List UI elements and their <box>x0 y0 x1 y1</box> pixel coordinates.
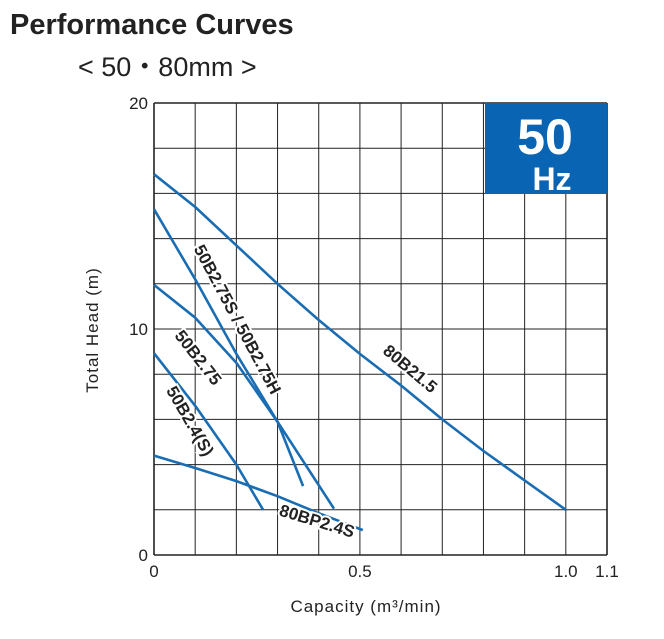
axis-ticks: 0 0.5 1.0 1.1 0 10 20 <box>129 94 619 581</box>
badge-background <box>485 103 607 194</box>
series-label-0: 80B21.5 <box>379 341 440 397</box>
series-label-2: 50B2.75 <box>171 327 226 389</box>
series-line-4 <box>153 454 364 532</box>
page-title: Performance Curves <box>10 9 294 41</box>
series-label-3: 50B2.4(S) <box>162 383 217 460</box>
x-tick-label: 0 <box>149 562 158 581</box>
x-tick-label: 1.1 <box>595 562 619 581</box>
frequency-badge: 50 Hz <box>485 103 607 197</box>
y-axis-label: Total Head (m) <box>83 267 102 392</box>
series-label-4: 80BP2.4S <box>277 501 357 542</box>
y-tick-label: 10 <box>129 320 148 339</box>
series-line-2 <box>153 283 336 510</box>
page-subtitle: < 50・80mm > <box>78 52 257 82</box>
badge-unit: Hz <box>532 161 571 197</box>
x-tick-label: 0.5 <box>348 562 372 581</box>
series-line-0 <box>153 173 567 511</box>
x-tick-label: 1.0 <box>554 562 578 581</box>
curves <box>152 173 567 532</box>
x-axis-label: Capacity (m³/min) <box>290 597 441 616</box>
y-tick-label: 0 <box>139 546 148 565</box>
series-line-1 <box>152 208 305 487</box>
badge-value: 50 <box>517 109 573 165</box>
y-tick-label: 20 <box>129 94 148 113</box>
